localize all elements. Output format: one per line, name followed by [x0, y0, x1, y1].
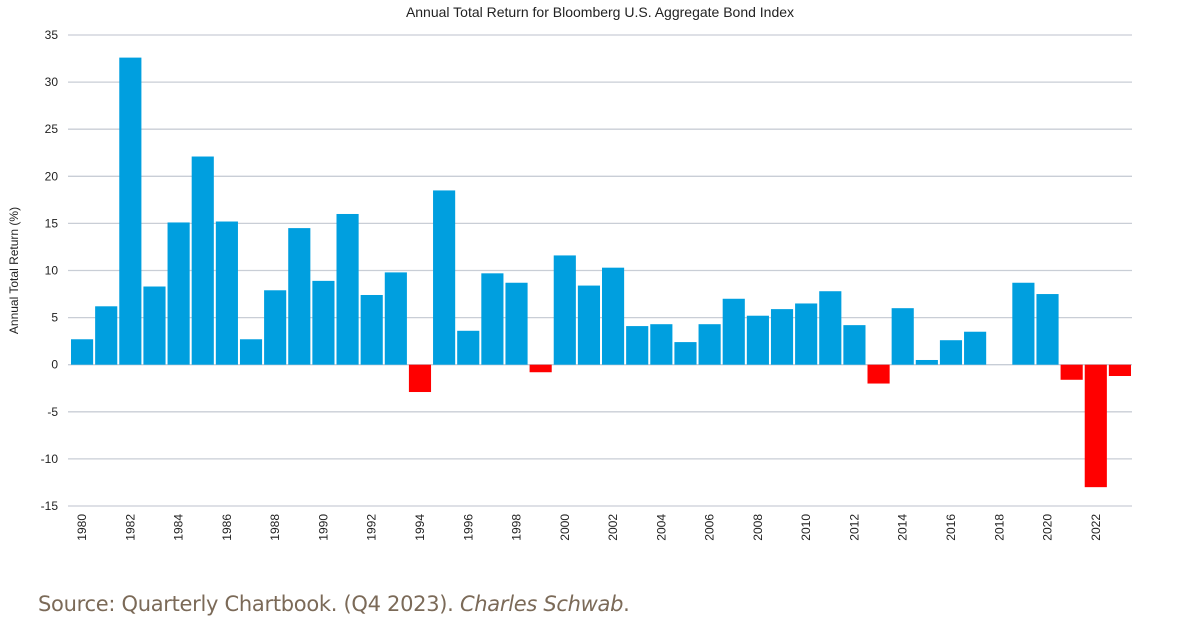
bar-2010 [795, 303, 818, 365]
bar-1996 [457, 330, 480, 365]
bar-1983 [143, 286, 166, 365]
bar-2023 [1108, 364, 1131, 377]
bar-1986 [215, 221, 238, 365]
bar-2017 [964, 331, 987, 365]
x-tick-label: 2020 [1041, 514, 1055, 541]
bar-2003 [626, 326, 649, 365]
source-prefix: Source: Quarterly Chartbook. (Q4 2023). [38, 592, 460, 616]
y-tick-label: 35 [45, 28, 59, 42]
x-tick-label: 1984 [172, 514, 186, 541]
chart-title: Annual Total Return for Bloomberg U.S. A… [405, 4, 795, 20]
source-suffix: . [623, 592, 630, 616]
x-tick-label: 2022 [1089, 514, 1103, 541]
bar-1990 [312, 280, 335, 365]
y-tick-label: 20 [45, 169, 59, 183]
bar-1985 [191, 156, 214, 365]
x-tick-label: 1980 [75, 514, 89, 541]
y-tick-label: 25 [45, 122, 59, 136]
bar-2015 [915, 359, 938, 365]
y-tick-label: 10 [45, 264, 59, 278]
x-tick-label: 2010 [799, 514, 813, 541]
y-tick-label: 0 [51, 358, 58, 372]
bar-2004 [650, 324, 673, 365]
x-tick-label: 1998 [510, 514, 524, 541]
bar-1995 [433, 190, 456, 365]
x-tick-label: 2018 [992, 514, 1006, 541]
y-tick-label: 5 [51, 311, 58, 325]
bar-1991 [336, 213, 359, 365]
bar-2022 [1084, 364, 1107, 488]
x-tick-label: 1990 [316, 514, 330, 541]
bar-2009 [770, 309, 794, 365]
y-axis-label: Annual Total Return (%) [7, 207, 21, 334]
bar-1988 [264, 290, 287, 365]
y-tick-label: -5 [47, 405, 58, 419]
bar-1994 [408, 364, 432, 393]
bar-1987 [239, 339, 263, 365]
bar-1998 [505, 282, 528, 365]
source-citation: Source: Quarterly Chartbook. (Q4 2023). … [38, 592, 630, 616]
bar-2008 [746, 315, 769, 365]
bar-1997 [481, 273, 504, 365]
source-publisher: Charles Schwab [459, 592, 624, 616]
bar-2013 [867, 364, 890, 384]
x-tick-label: 2002 [606, 514, 620, 541]
bar-2000 [553, 255, 576, 365]
x-tick-label: 1982 [123, 514, 137, 541]
bar-2012 [843, 325, 866, 365]
bar-2019 [1012, 282, 1035, 365]
x-tick-label: 2008 [751, 514, 765, 541]
bar-1981 [95, 306, 118, 365]
bar-1992 [360, 294, 383, 365]
bar-2002 [602, 267, 625, 365]
x-tick-label: 2004 [654, 514, 668, 541]
y-tick-label: 30 [45, 75, 59, 89]
bar-chart: 35 30 25 20 15 10 5 0 -5 -10 -15 Annual Total Retur… [7, 28, 1132, 541]
bar-2001 [577, 285, 600, 365]
x-tick-label: 1992 [365, 514, 379, 541]
bar-1993 [384, 272, 407, 365]
bar-1984 [167, 222, 190, 365]
x-tick-label: 1994 [413, 514, 427, 541]
x-tick-label: 2016 [944, 514, 958, 541]
bar-1982 [119, 57, 142, 365]
bar-1989 [288, 228, 311, 365]
y-tick-label: -10 [41, 452, 59, 466]
x-tick-label: 1986 [220, 514, 234, 541]
bar-2021 [1060, 364, 1083, 380]
y-tick-label: -15 [41, 499, 59, 513]
bar-2005 [674, 342, 697, 365]
bar-2007 [722, 298, 745, 365]
x-tick-label: 1996 [461, 514, 475, 541]
x-tick-label: 2006 [703, 514, 717, 541]
x-tick-label: 2014 [896, 514, 910, 541]
bar-2016 [939, 340, 963, 365]
x-tick-label: 2012 [847, 514, 861, 541]
x-tick-label: 2000 [558, 514, 572, 541]
y-tick-label: 15 [45, 216, 59, 230]
bar-1980 [71, 339, 94, 365]
bar-1999 [529, 364, 552, 373]
bar-2020 [1036, 294, 1059, 365]
x-tick-label: 1988 [268, 514, 282, 541]
bar-2014 [891, 308, 914, 365]
bar-2006 [698, 324, 721, 365]
bar-2011 [819, 291, 842, 365]
